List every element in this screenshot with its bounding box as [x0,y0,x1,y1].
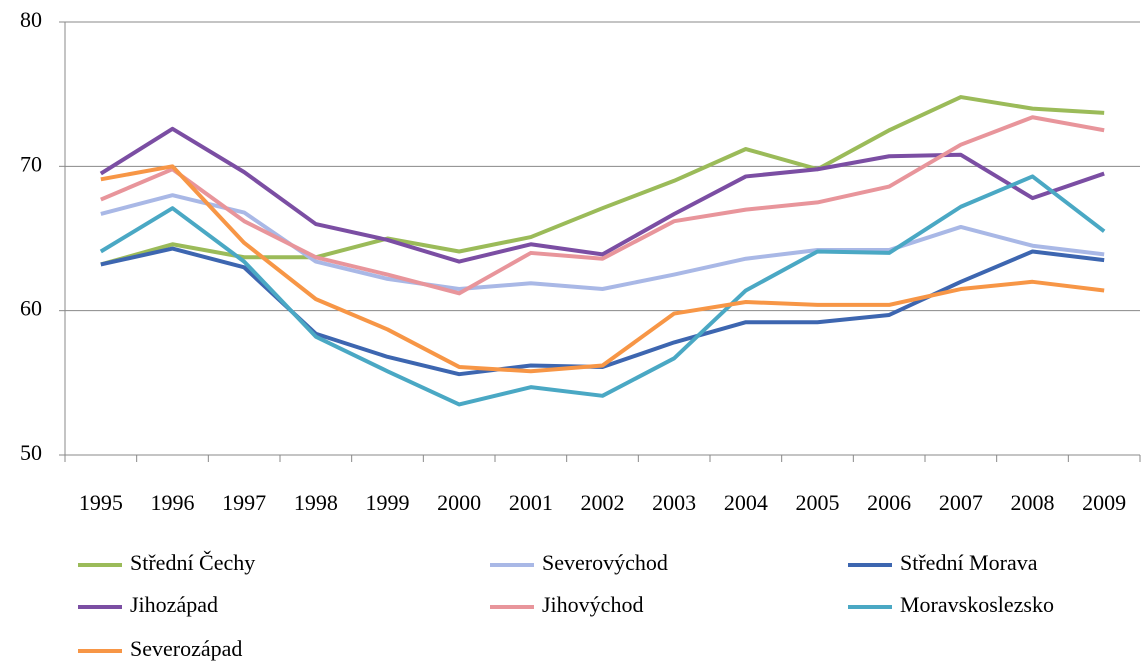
x-tick-label: 1998 [294,490,338,515]
x-tick-label: 2006 [867,490,911,515]
y-tick-label: 60 [20,296,42,321]
x-tick-label: 2008 [1011,490,1055,515]
series-line [100,164,1105,374]
x-tick-label: 1996 [151,490,195,515]
y-tick-label: 80 [20,7,42,32]
x-tick-label: 2000 [437,490,481,515]
series-line [100,115,1105,296]
series-line [100,193,1105,292]
y-tick-label: 50 [20,440,42,465]
legend-label: Střední Morava [900,550,1038,575]
legend-label: Severovýchod [542,550,668,575]
x-tick-label: 2003 [652,490,696,515]
y-tick-label: 70 [20,151,42,176]
x-tick-label: 1999 [366,490,410,515]
series-line [100,95,1105,267]
legend-label: Jihozápad [130,592,218,617]
x-tick-label: 2004 [724,490,768,515]
x-tick-label: 2007 [939,490,983,515]
legend-label: Severozápad [130,636,242,661]
x-tick-label: 1997 [222,490,266,515]
series-line [99,126,1105,264]
legend-label: Střední Čechy [130,550,255,575]
x-tick-label: 2009 [1082,490,1126,515]
x-tick-label: 2002 [581,490,625,515]
legend-label: Moravskoslezsko [900,592,1054,617]
series-line [99,174,1106,407]
x-tick-label: 1995 [79,490,123,515]
x-tick-label: 2005 [796,490,840,515]
x-tick-label: 2001 [509,490,553,515]
legend-label: Jihovýchod [542,592,643,617]
